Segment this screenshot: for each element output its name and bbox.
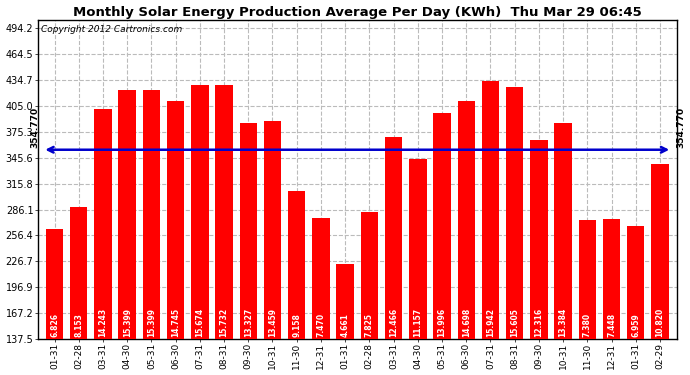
Bar	[239, 123, 257, 339]
Text: 354.770: 354.770	[676, 107, 685, 148]
Text: 7.448: 7.448	[607, 313, 616, 337]
Bar	[312, 218, 330, 339]
Text: 13.384: 13.384	[559, 308, 568, 337]
Text: 9.158: 9.158	[292, 314, 302, 337]
Text: 12.316: 12.316	[534, 308, 543, 337]
Bar	[554, 123, 572, 339]
Text: 15.674: 15.674	[195, 308, 204, 337]
Text: 15.399: 15.399	[123, 308, 132, 337]
Bar	[433, 112, 451, 339]
Bar	[603, 219, 620, 339]
Text: 13.459: 13.459	[268, 308, 277, 337]
Bar	[361, 213, 378, 339]
Text: 15.399: 15.399	[147, 308, 156, 337]
Text: 6.959: 6.959	[631, 314, 640, 337]
Bar	[627, 226, 644, 339]
Bar	[482, 81, 499, 339]
Text: 15.942: 15.942	[486, 308, 495, 337]
Bar	[337, 264, 354, 339]
Bar	[651, 164, 669, 339]
Bar	[95, 109, 112, 339]
Text: 10.820: 10.820	[656, 308, 664, 337]
Bar	[143, 90, 160, 339]
Bar	[409, 159, 426, 339]
Bar	[191, 86, 208, 339]
Bar	[579, 220, 596, 339]
Bar	[167, 100, 184, 339]
Text: 11.157: 11.157	[413, 308, 422, 337]
Bar	[506, 87, 524, 339]
Bar	[457, 101, 475, 339]
Bar	[46, 229, 63, 339]
Text: Copyright 2012 Cartronics.com: Copyright 2012 Cartronics.com	[41, 24, 182, 33]
Text: 7.380: 7.380	[583, 313, 592, 337]
Text: 7.470: 7.470	[317, 313, 326, 337]
Text: 15.732: 15.732	[219, 308, 228, 337]
Text: 14.745: 14.745	[171, 308, 180, 337]
Bar	[530, 140, 548, 339]
Bar	[119, 90, 136, 339]
Text: 14.243: 14.243	[99, 308, 108, 337]
Bar	[288, 191, 306, 339]
Text: 8.153: 8.153	[75, 314, 83, 337]
Text: 4.661: 4.661	[341, 314, 350, 337]
Bar	[215, 84, 233, 339]
Text: 12.466: 12.466	[389, 308, 398, 337]
Bar	[70, 207, 88, 339]
Text: 14.698: 14.698	[462, 308, 471, 337]
Text: 15.605: 15.605	[510, 308, 519, 337]
Title: Monthly Solar Energy Production Average Per Day (KWh)  Thu Mar 29 06:45: Monthly Solar Energy Production Average …	[73, 6, 642, 18]
Bar	[264, 121, 282, 339]
Text: 6.826: 6.826	[50, 313, 59, 337]
Text: 7.825: 7.825	[365, 313, 374, 337]
Text: 354.770: 354.770	[30, 107, 40, 148]
Text: 13.327: 13.327	[244, 308, 253, 337]
Text: 13.996: 13.996	[437, 308, 446, 337]
Bar	[385, 137, 402, 339]
